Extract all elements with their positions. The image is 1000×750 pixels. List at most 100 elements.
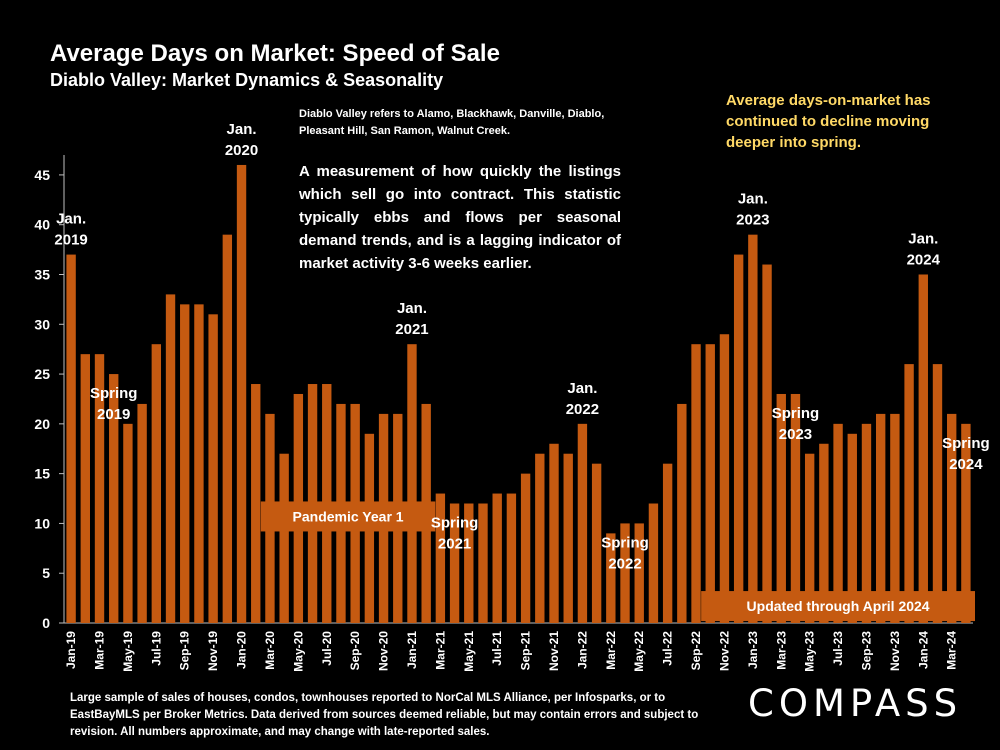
bar [648, 503, 659, 623]
callout-box [260, 501, 436, 532]
area-note: Diablo Valley refers to Alamo, Blackhawk… [299, 108, 605, 137]
x-tick-label: May-21 [462, 631, 476, 672]
bar-annotation: 2024 [907, 251, 941, 268]
x-tick-label: Jan-20 [235, 631, 249, 669]
bar [762, 264, 772, 623]
bar [861, 423, 872, 623]
bar-annotation: 2021 [438, 536, 471, 553]
bar-annotation: Jan. [738, 191, 768, 208]
x-tick-label: Nov-21 [547, 631, 561, 671]
bar [620, 523, 630, 623]
bar [435, 493, 446, 623]
bar [535, 453, 545, 623]
callout-label: Pandemic Year 1 [293, 508, 404, 524]
bar-annotation: Spring [431, 515, 479, 532]
bar [875, 413, 886, 623]
bar [961, 423, 971, 623]
chart-title: Average Days on Market: Speed of Sale [50, 40, 500, 67]
compass-logo: COMPASS [748, 682, 963, 725]
x-tick-label: Jan-21 [405, 631, 419, 669]
bar [932, 364, 943, 623]
bar [66, 254, 76, 623]
bar-annotation: Jan. [567, 380, 597, 397]
bar [165, 294, 176, 623]
bar [94, 354, 105, 623]
x-tick-label: Sep-21 [519, 631, 533, 671]
bar [890, 413, 900, 623]
bar [222, 234, 233, 623]
bar [464, 503, 474, 623]
bar [123, 423, 133, 623]
bar [847, 433, 857, 623]
bar [833, 423, 843, 623]
bar [677, 403, 687, 623]
x-tick-label: Nov-22 [717, 631, 731, 671]
bar [520, 473, 531, 623]
x-tick-label: Sep-20 [348, 631, 362, 671]
bar [691, 344, 701, 623]
callout-box [701, 591, 975, 622]
x-tick-label: Jul-20 [320, 631, 334, 666]
callout-label: Updated through April 2024 [747, 598, 930, 614]
bar [492, 493, 502, 623]
y-tick-label: 45 [34, 167, 50, 183]
x-tick-label: Nov-23 [888, 631, 902, 671]
bar [449, 503, 460, 623]
x-tick-label: May-22 [632, 631, 646, 672]
x-tick-label: Jan-19 [64, 631, 78, 669]
x-tick-label: Nov-19 [206, 631, 220, 671]
x-tick-label: May-19 [121, 631, 135, 672]
bar [137, 403, 147, 623]
y-tick-label: 40 [34, 217, 50, 233]
bar-annotation: Spring [90, 385, 138, 402]
y-tick-label: 30 [34, 316, 50, 332]
x-tick-label: Sep-22 [689, 631, 703, 671]
bar-annotation: Jan. [908, 230, 938, 247]
bar [776, 393, 786, 623]
bar [790, 393, 801, 623]
x-tick-label: Jul-23 [831, 631, 845, 666]
bar-annotation: 2023 [779, 426, 812, 443]
x-tick-label: Jan-24 [916, 631, 930, 669]
bar [407, 344, 417, 623]
y-tick-label: 15 [34, 466, 50, 482]
y-tick-label: 0 [42, 615, 50, 631]
x-tick-label: Mar-23 [774, 631, 788, 670]
bar [662, 463, 673, 623]
bar-annotation: 2023 [736, 212, 769, 229]
bar [251, 384, 261, 623]
bar [180, 304, 190, 623]
x-tick-label: May-20 [291, 631, 305, 672]
x-tick-label: Mar-21 [433, 631, 447, 670]
x-tick-label: Nov-20 [377, 631, 391, 671]
x-tick-label: May-23 [803, 631, 817, 672]
bar [705, 344, 715, 623]
bar [80, 354, 90, 623]
bar [279, 453, 289, 623]
bar [194, 304, 204, 623]
bar [904, 364, 914, 623]
x-tick-label: Jul-21 [490, 631, 504, 666]
description-text: A measurement of how quickly the listing… [299, 163, 621, 272]
bar [549, 443, 559, 623]
bar [577, 423, 588, 623]
bar-annotation: 2020 [225, 142, 258, 159]
bar-annotation: 2022 [566, 401, 599, 418]
bar-annotation: Spring [942, 435, 990, 452]
y-tick-label: 20 [34, 416, 50, 432]
bar [506, 493, 517, 623]
chart-subtitle: Diablo Valley: Market Dynamics & Seasona… [50, 70, 444, 90]
x-tick-label: Mar-19 [93, 631, 107, 670]
bar [478, 503, 488, 623]
bar [719, 334, 730, 623]
x-tick-label: Jan-22 [575, 631, 589, 669]
bar-annotation: Jan. [397, 300, 427, 317]
bar [208, 314, 218, 623]
x-tick-label: Mar-20 [263, 631, 277, 670]
bar [947, 413, 957, 623]
bar-annotation: 2019 [54, 232, 87, 249]
x-tick-label: Mar-24 [945, 631, 959, 670]
bar [606, 533, 616, 623]
source-footnote: Large sample of sales of houses, condos,… [70, 692, 699, 738]
